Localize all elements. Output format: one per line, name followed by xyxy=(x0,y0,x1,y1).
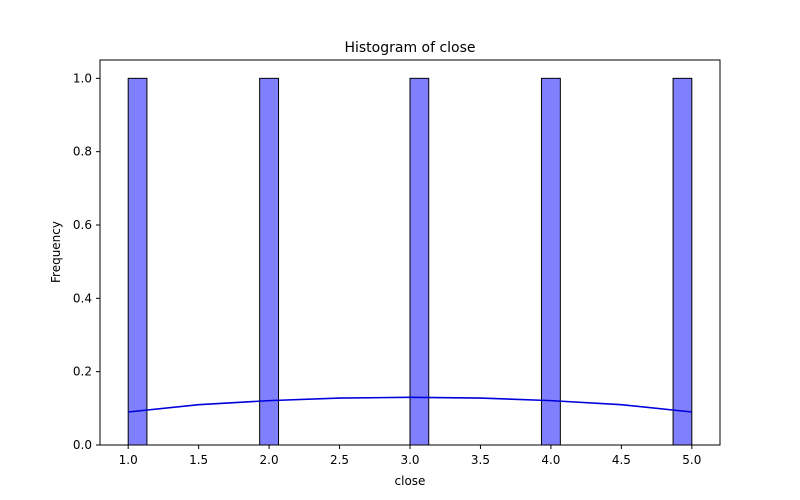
histogram-bar xyxy=(259,77,280,446)
y-tick-label: 0.6 xyxy=(73,218,92,232)
y-axis-label: Frequency xyxy=(49,221,63,283)
x-tick-label: 1.0 xyxy=(119,453,138,467)
x-axis-ticks: 1.0 1.5 2.0 2.5 3.0 3.5 4.0 4.5 5.0 xyxy=(119,445,701,467)
chart-title: Histogram of close xyxy=(344,40,475,56)
y-tick-label: 0.8 xyxy=(73,145,92,159)
x-tick-label: 3.0 xyxy=(400,453,419,467)
x-tick-label: 3.5 xyxy=(471,453,490,467)
bars-group xyxy=(127,77,693,446)
x-tick-label: 2.0 xyxy=(260,453,279,467)
x-tick-label: 2.5 xyxy=(330,453,349,467)
x-tick-label: 4.5 xyxy=(612,453,631,467)
y-tick-label: 0.0 xyxy=(73,438,92,452)
y-axis-ticks: 0.0 0.2 0.4 0.6 0.8 1.0 xyxy=(73,71,100,452)
kde-line xyxy=(128,396,692,413)
y-tick-label: 0.4 xyxy=(73,291,92,305)
x-axis-label: close xyxy=(395,474,426,488)
y-tick-label: 0.2 xyxy=(73,365,92,379)
histogram-bar xyxy=(409,77,430,446)
x-tick-label: 5.0 xyxy=(682,453,701,467)
histogram-bar xyxy=(540,77,561,446)
histogram-bar xyxy=(127,77,148,446)
y-tick-label: 1.0 xyxy=(73,71,92,85)
x-tick-label: 1.5 xyxy=(189,453,208,467)
x-tick-label: 4.0 xyxy=(541,453,560,467)
histogram-bar xyxy=(672,77,693,446)
